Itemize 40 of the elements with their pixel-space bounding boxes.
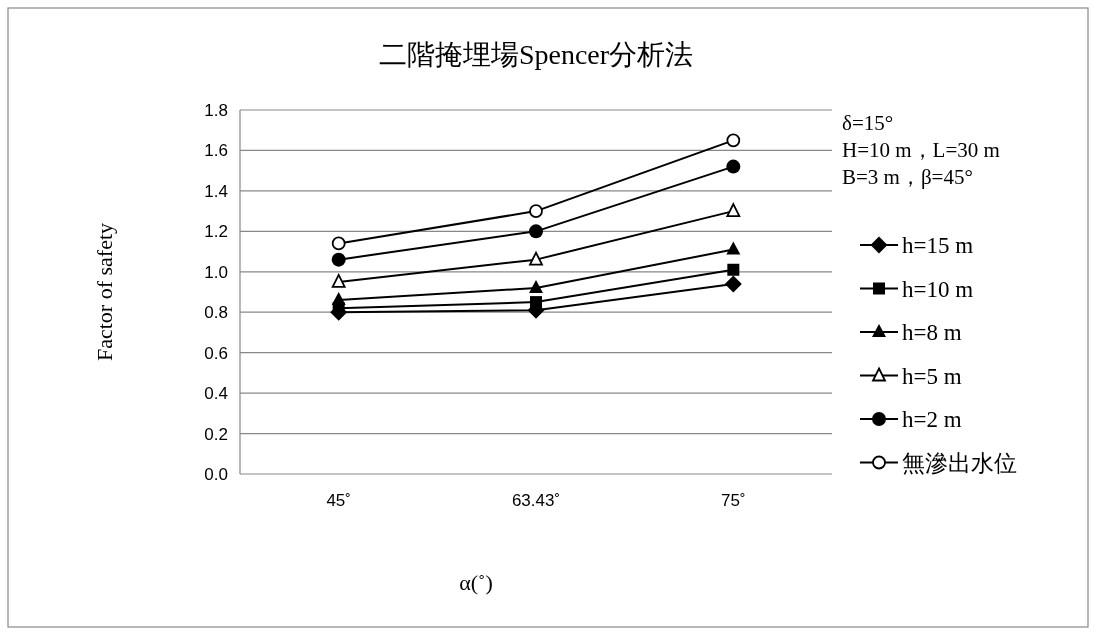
text: δ=15° [842,111,894,136]
x-tick-label: 63.43˚ [511,491,561,510]
point [726,159,741,174]
y-tick-label: 0.6 [204,343,228,363]
legend-label: h=5 m [902,363,962,389]
x-tick-label: 45˚ [326,491,351,510]
text: B=3 m，β=45° [842,165,973,190]
point [727,263,740,276]
x-axis-title: α(˚) [459,570,493,595]
point [529,204,543,219]
legend-label: 無滲出水位 [902,450,1017,476]
point [529,224,543,239]
point [724,275,742,293]
legend-label: h=8 m [902,320,962,346]
point [331,236,346,251]
point [529,279,543,293]
chart-title: 二階掩埋場Spencer分析法 [378,39,694,70]
y-tick-label: 1.6 [204,141,228,161]
y-axis-title: Factor of safety [92,222,117,362]
point [529,251,543,266]
y-tick-label: 1.4 [204,181,228,201]
y-tick-label: 1.8 [204,100,228,120]
x-tick-label: 75˚ [721,491,746,510]
legend-label: h=2 m [902,407,962,433]
y-tick-label: 0.4 [204,384,228,404]
point [331,292,346,306]
legend-label: h=10 m [902,276,974,302]
point [726,203,741,218]
point [726,133,741,148]
y-tick-label: 0.0 [204,464,228,484]
point [331,273,346,288]
legend-label: h=15 m [902,233,974,259]
point [726,241,741,255]
text: H=10 m，L=30 m [842,138,1000,163]
point [331,252,346,267]
y-tick-label: 1.0 [204,262,228,282]
point [530,296,542,309]
y-tick-label: 1.2 [204,222,228,242]
y-tick-label: 0.2 [204,424,228,444]
y-tick-label: 0.8 [204,303,228,323]
